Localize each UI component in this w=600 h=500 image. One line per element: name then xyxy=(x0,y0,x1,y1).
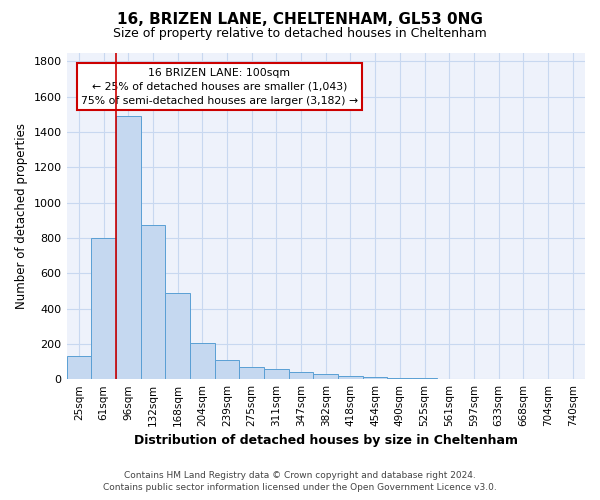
Text: 16, BRIZEN LANE, CHELTENHAM, GL53 0NG: 16, BRIZEN LANE, CHELTENHAM, GL53 0NG xyxy=(117,12,483,28)
Bar xyxy=(91,238,116,379)
Bar xyxy=(190,343,215,379)
Bar xyxy=(338,376,363,379)
Y-axis label: Number of detached properties: Number of detached properties xyxy=(15,123,28,309)
Bar xyxy=(165,292,190,379)
Bar xyxy=(363,378,388,379)
Bar xyxy=(264,370,289,379)
Bar xyxy=(313,374,338,379)
Text: Size of property relative to detached houses in Cheltenham: Size of property relative to detached ho… xyxy=(113,28,487,40)
Bar xyxy=(388,378,412,379)
Text: Contains HM Land Registry data © Crown copyright and database right 2024.
Contai: Contains HM Land Registry data © Crown c… xyxy=(103,471,497,492)
Text: 16 BRIZEN LANE: 100sqm
← 25% of detached houses are smaller (1,043)
75% of semi-: 16 BRIZEN LANE: 100sqm ← 25% of detached… xyxy=(81,68,358,106)
Bar xyxy=(215,360,239,379)
Bar xyxy=(239,367,264,379)
Bar xyxy=(67,356,91,379)
Bar xyxy=(289,372,313,379)
Bar xyxy=(412,378,437,379)
Bar xyxy=(140,224,165,379)
X-axis label: Distribution of detached houses by size in Cheltenham: Distribution of detached houses by size … xyxy=(134,434,518,448)
Bar xyxy=(116,116,140,379)
Bar xyxy=(437,378,461,379)
